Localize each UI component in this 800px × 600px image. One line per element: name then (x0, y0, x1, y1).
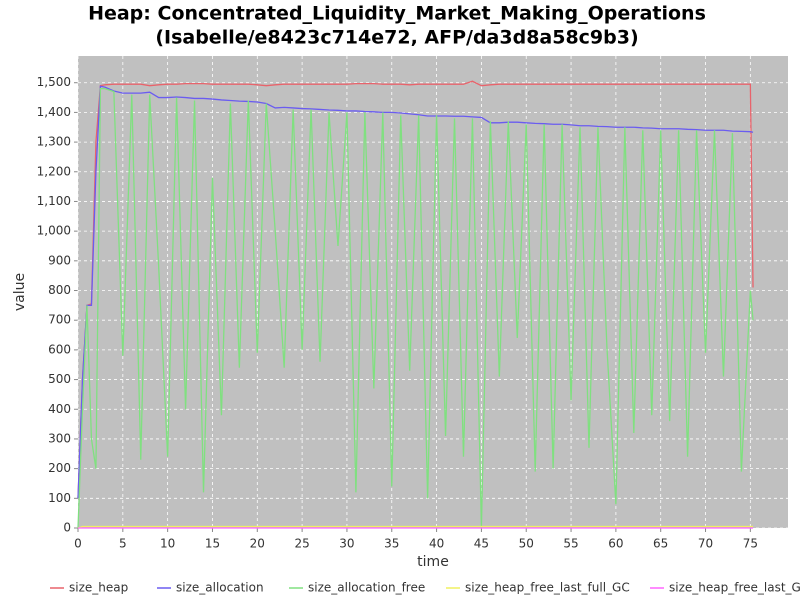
x-tick-label: 35 (384, 537, 399, 551)
legend-label: size_allocation_free (308, 581, 425, 595)
y-tick-label: 700 (48, 313, 71, 327)
x-tick-label: 25 (294, 537, 309, 551)
x-tick-label: 75 (743, 537, 758, 551)
y-tick-label: 200 (48, 461, 71, 475)
x-tick-label: 45 (474, 537, 489, 551)
y-tick-label: 500 (48, 372, 71, 386)
x-tick-label: 30 (339, 537, 354, 551)
y-tick-label: 1,200 (37, 164, 71, 178)
y-tick-label: 900 (48, 253, 71, 267)
y-tick-label: 800 (48, 283, 71, 297)
series-line (77, 80, 754, 499)
x-tick-label: 40 (429, 537, 444, 551)
series-line (77, 88, 754, 529)
x-tick-label: 20 (250, 537, 265, 551)
y-tick-label: 600 (48, 342, 71, 356)
y-tick-label: 1,000 (37, 224, 71, 238)
x-tick-label: 0 (74, 537, 82, 551)
x-tick-label: 5 (119, 537, 127, 551)
chart-title: Heap: Concentrated_Liquidity_Market_Maki… (88, 3, 706, 25)
legend-label: size_heap (69, 581, 128, 595)
x-tick-label: 55 (563, 537, 578, 551)
series-line (77, 85, 754, 499)
y-tick-label: 1,400 (37, 105, 71, 119)
y-tick-label: 300 (48, 431, 71, 445)
y-tick-label: 100 (48, 491, 71, 505)
y-tick-label: 1,100 (37, 194, 71, 208)
x-axis-label: time (417, 554, 449, 570)
y-tick-label: 0 (63, 521, 71, 535)
x-tick-label: 60 (608, 537, 623, 551)
chart-subtitle: (Isabelle/e8423c714e72, AFP/da3d8a58c9b3… (155, 27, 638, 49)
x-tick-label: 10 (160, 537, 175, 551)
x-tick-label: 15 (205, 537, 220, 551)
x-tick-label: 50 (519, 537, 534, 551)
series-line (77, 525, 754, 529)
y-tick-label: 1,300 (37, 135, 71, 149)
legend-label: size_heap_free_last_full_GC (465, 581, 630, 595)
y-tick-label: 400 (48, 402, 71, 416)
x-tick-label: 70 (698, 537, 713, 551)
x-tick-label: 65 (653, 537, 668, 551)
legend-label: size_heap_free_last_GC (669, 581, 800, 595)
y-axis-label: value (12, 273, 28, 311)
y-tick-label: 1,500 (37, 75, 71, 89)
legend-label: size_allocation (176, 581, 264, 595)
